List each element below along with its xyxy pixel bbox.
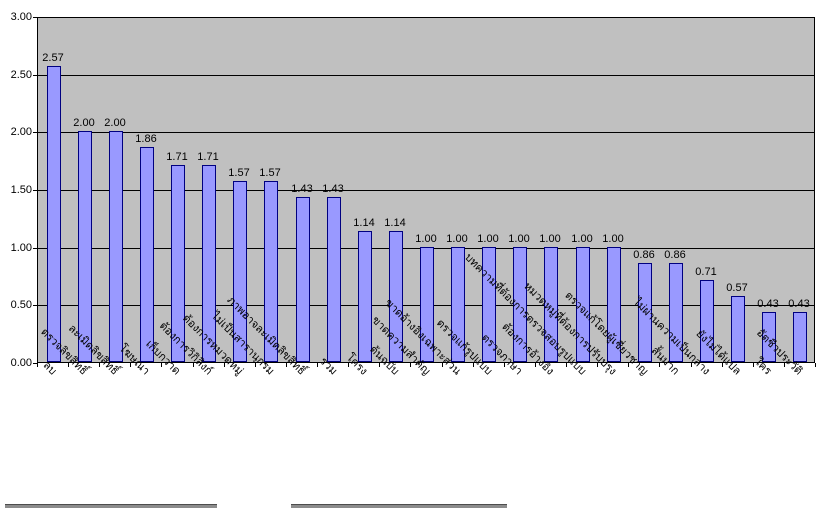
- y-axis-label: 2.50: [10, 69, 32, 81]
- plot-area: [37, 17, 815, 363]
- bar-value-label: 1.00: [446, 233, 468, 245]
- bar-value-label: 1.00: [571, 233, 593, 245]
- bar: [47, 66, 61, 362]
- gridline: [38, 190, 814, 191]
- x-axis-tick: [410, 363, 411, 367]
- y-axis-label: 3.00: [10, 11, 32, 23]
- bar: [296, 197, 310, 362]
- bar: [700, 280, 714, 362]
- bar: [544, 247, 558, 362]
- x-axis-tick: [37, 363, 38, 367]
- bar: [78, 131, 92, 362]
- bar-value-label: 0.57: [726, 282, 748, 294]
- bar-value-label: 1.71: [197, 151, 219, 163]
- x-axis-tick: [566, 363, 567, 367]
- bar: [420, 247, 434, 362]
- y-axis-tick: [33, 17, 37, 18]
- bar: [669, 263, 683, 362]
- x-axis-tick: [130, 363, 131, 367]
- bar-value-label: 1.57: [259, 167, 281, 179]
- bar-value-label: 1.00: [415, 233, 437, 245]
- y-axis-label: 0.50: [10, 299, 32, 311]
- bar: [793, 312, 807, 362]
- x-axis-tick: [535, 363, 536, 367]
- y-axis-tick: [33, 305, 37, 306]
- bar: [482, 247, 496, 362]
- y-axis-tick: [33, 132, 37, 133]
- bar-value-label: 0.86: [664, 249, 686, 261]
- bar: [140, 147, 154, 362]
- x-axis-tick: [628, 363, 629, 367]
- bar-value-label: 1.57: [228, 167, 250, 179]
- x-axis-tick: [784, 363, 785, 367]
- bar-value-label: 1.14: [384, 217, 406, 229]
- x-axis-tick: [255, 363, 256, 367]
- bar-value-label: 1.00: [508, 233, 530, 245]
- x-axis-tick: [348, 363, 349, 367]
- bar: [358, 231, 372, 362]
- x-axis-tick: [286, 363, 287, 367]
- bar-value-label: 2.00: [73, 117, 95, 129]
- y-axis-label: 2.00: [10, 126, 32, 138]
- bar: [233, 181, 247, 362]
- x-axis-tick: [722, 363, 723, 367]
- bar-value-label: 2.57: [42, 52, 64, 64]
- x-axis-tick: [815, 363, 816, 367]
- y-axis-label: 1.00: [10, 242, 32, 254]
- x-axis-tick: [597, 363, 598, 367]
- y-axis-label: 1.50: [10, 184, 32, 196]
- bar: [638, 263, 652, 362]
- y-axis-tick: [33, 248, 37, 249]
- bar: [109, 131, 123, 362]
- bar-value-label: 1.00: [539, 233, 561, 245]
- x-axis-tick: [379, 363, 380, 367]
- x-axis-tick: [99, 363, 100, 367]
- x-axis-tick: [691, 363, 692, 367]
- bar: [513, 247, 527, 362]
- bar-value-label: 1.71: [166, 151, 188, 163]
- bar-value-label: 2.00: [104, 117, 126, 129]
- bar: [202, 165, 216, 362]
- gridline: [38, 132, 814, 134]
- bar-value-label: 1.43: [291, 183, 313, 195]
- x-axis-tick: [753, 363, 754, 367]
- bar: [327, 197, 341, 362]
- bar-value-label: 0.71: [695, 266, 717, 278]
- table-border-fragment-right: [291, 504, 507, 508]
- bar-value-label: 1.00: [602, 233, 624, 245]
- x-axis-tick: [442, 363, 443, 367]
- table-border-fragment-left: [5, 504, 217, 508]
- bar: [731, 296, 745, 362]
- x-axis-tick: [473, 363, 474, 367]
- x-axis-tick: [68, 363, 69, 367]
- bar: [576, 247, 590, 362]
- x-axis-tick: [224, 363, 225, 367]
- x-axis-tick: [317, 363, 318, 367]
- bar: [451, 247, 465, 362]
- bar: [264, 181, 278, 362]
- y-axis-tick: [33, 190, 37, 191]
- bar-value-label: 0.86: [633, 249, 655, 261]
- bar-value-label: 1.14: [353, 217, 375, 229]
- bar: [607, 247, 621, 362]
- bar: [171, 165, 185, 362]
- bar-value-label: 0.43: [757, 298, 779, 310]
- bar-value-label: 1.86: [135, 133, 157, 145]
- x-axis-tick: [504, 363, 505, 367]
- x-axis-tick: [161, 363, 162, 367]
- bar: [389, 231, 403, 362]
- x-axis-tick: [193, 363, 194, 367]
- bar-value-label: 1.00: [477, 233, 499, 245]
- y-axis-tick: [33, 363, 37, 364]
- bar: [762, 312, 776, 362]
- x-axis-tick: [659, 363, 660, 367]
- gridline: [38, 74, 814, 76]
- bar-value-label: 1.43: [322, 183, 344, 195]
- y-axis-label: 0.00: [10, 357, 32, 369]
- y-axis-tick: [33, 75, 37, 76]
- bar-value-label: 0.43: [788, 298, 810, 310]
